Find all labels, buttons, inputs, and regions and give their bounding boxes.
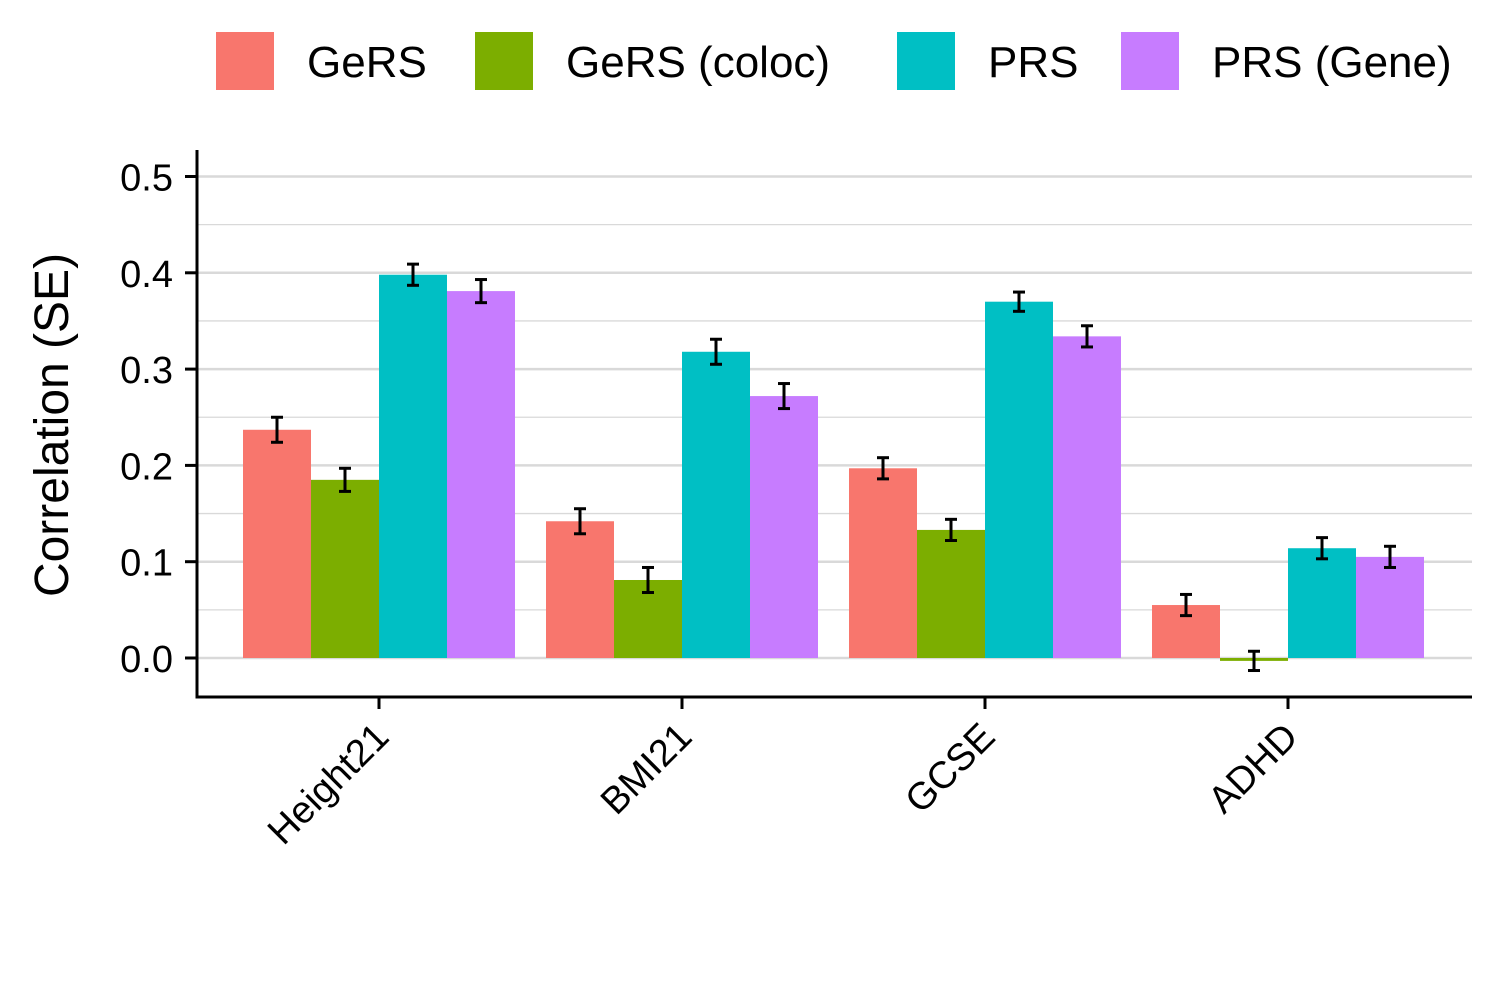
x-axis-ticks: Height21 BMI21 GCSE ADHD — [260, 697, 1306, 853]
x-tick-label: ADHD — [1201, 716, 1307, 822]
y-tick-label: 0.1 — [120, 543, 173, 585]
y-axis-ticks: 0.0 0.1 0.2 0.3 0.4 0.5 — [120, 158, 197, 681]
bar-prs-gcse — [985, 301, 1053, 658]
bar-prs-adhd — [1288, 548, 1356, 658]
bar-gers-coloc-gcse — [917, 529, 985, 658]
error-bar — [574, 507, 586, 536]
error-bar — [1316, 536, 1328, 561]
x-tick-label: GCSE — [898, 716, 1004, 822]
axes — [195, 150, 1472, 699]
bar-gers-bmi21 — [546, 521, 614, 658]
error-bar — [1013, 290, 1025, 313]
error-bar — [271, 415, 283, 444]
error-bar — [1384, 544, 1396, 569]
error-bar — [877, 456, 889, 481]
legend-label: GeRS — [307, 38, 427, 87]
error-bar — [339, 466, 351, 493]
x-tick-label: BMI21 — [593, 716, 700, 823]
error-bar — [778, 382, 790, 411]
legend-item: GeRS (coloc) — [475, 32, 830, 90]
error-bars — [271, 262, 1396, 673]
y-tick-label: 0.5 — [120, 158, 173, 200]
legend-label: GeRS (coloc) — [566, 38, 830, 87]
error-bar — [1180, 592, 1192, 618]
error-bar — [407, 262, 419, 287]
legend-swatch — [897, 32, 955, 90]
bars — [243, 274, 1424, 661]
error-bar — [475, 278, 487, 305]
legend-swatch — [1121, 32, 1179, 90]
error-bar — [1081, 324, 1093, 349]
error-bar — [642, 565, 654, 595]
bar-prs-gene-bmi21 — [750, 396, 818, 658]
bar-gers-gcse — [849, 468, 917, 658]
bar-prs-bmi21 — [682, 351, 750, 658]
bar-prs-gene-height21 — [447, 291, 515, 658]
bar-gers-height21 — [243, 429, 311, 658]
error-bar — [710, 337, 722, 366]
legend-swatch — [475, 32, 533, 90]
y-axis-title: Correlation (SE) — [26, 253, 79, 597]
legend-swatch — [216, 32, 274, 90]
y-tick-label: 0.3 — [120, 350, 173, 392]
bar-prs-height21 — [379, 274, 447, 658]
y-tick-label: 0.2 — [120, 446, 173, 488]
legend-label: PRS (Gene) — [1212, 38, 1452, 87]
legend: GeRS GeRS (coloc) PRS PRS (Gene) — [216, 32, 1452, 90]
x-tick-label: Height21 — [260, 716, 397, 853]
legend-item: PRS — [897, 32, 1078, 90]
y-tick-label: 0.4 — [120, 254, 173, 296]
legend-label: PRS — [988, 38, 1078, 87]
bar-gers-coloc-height21 — [311, 479, 379, 658]
y-tick-label: 0.0 — [120, 639, 173, 681]
error-bar — [1248, 649, 1260, 673]
error-bar — [945, 517, 957, 543]
bar-prs-gene-gcse — [1053, 336, 1121, 658]
legend-item: PRS (Gene) — [1121, 32, 1452, 90]
bar-prs-gene-adhd — [1356, 556, 1424, 658]
legend-item: GeRS — [216, 32, 427, 90]
